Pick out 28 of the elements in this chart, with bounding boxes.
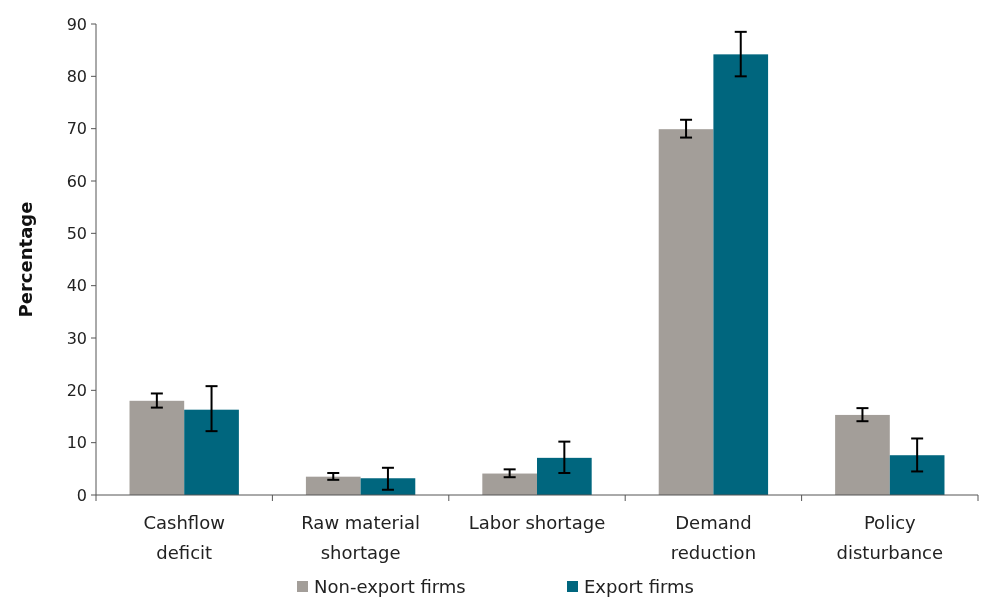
x-tick-label: Demand reduction — [670, 512, 757, 563]
y-axis-title: Percentage — [15, 201, 36, 318]
bar — [889, 455, 945, 495]
y-tick-label: 80 — [66, 66, 87, 86]
y-tick-label: 40 — [66, 276, 87, 296]
bar — [305, 476, 361, 495]
y-tick-label: 50 — [66, 223, 87, 243]
y-tick-label: 0 — [76, 485, 87, 505]
bar — [713, 54, 769, 495]
x-tick-label: Cashflow deficit — [143, 512, 225, 563]
y-tick-label: 90 — [66, 14, 87, 34]
bar — [360, 478, 416, 495]
y-tick-label: 30 — [66, 328, 87, 348]
x-tick-label: Raw material shortage — [301, 512, 420, 563]
bar — [184, 409, 239, 495]
bar — [482, 473, 537, 495]
bar — [835, 414, 890, 495]
y-tick-label: 10 — [66, 433, 87, 453]
y-tick-label: 70 — [66, 119, 87, 139]
y-tick-label: 20 — [66, 380, 87, 400]
legend-label: Non-export firms — [314, 576, 466, 598]
x-tick-label: Policy disturbance — [836, 512, 944, 563]
bar — [658, 129, 714, 495]
legend-label: Export firms — [584, 576, 694, 598]
bar — [129, 400, 185, 495]
x-tick-label: Labor shortage — [468, 512, 606, 533]
bar — [537, 457, 592, 495]
y-tick-label: 60 — [66, 171, 87, 191]
